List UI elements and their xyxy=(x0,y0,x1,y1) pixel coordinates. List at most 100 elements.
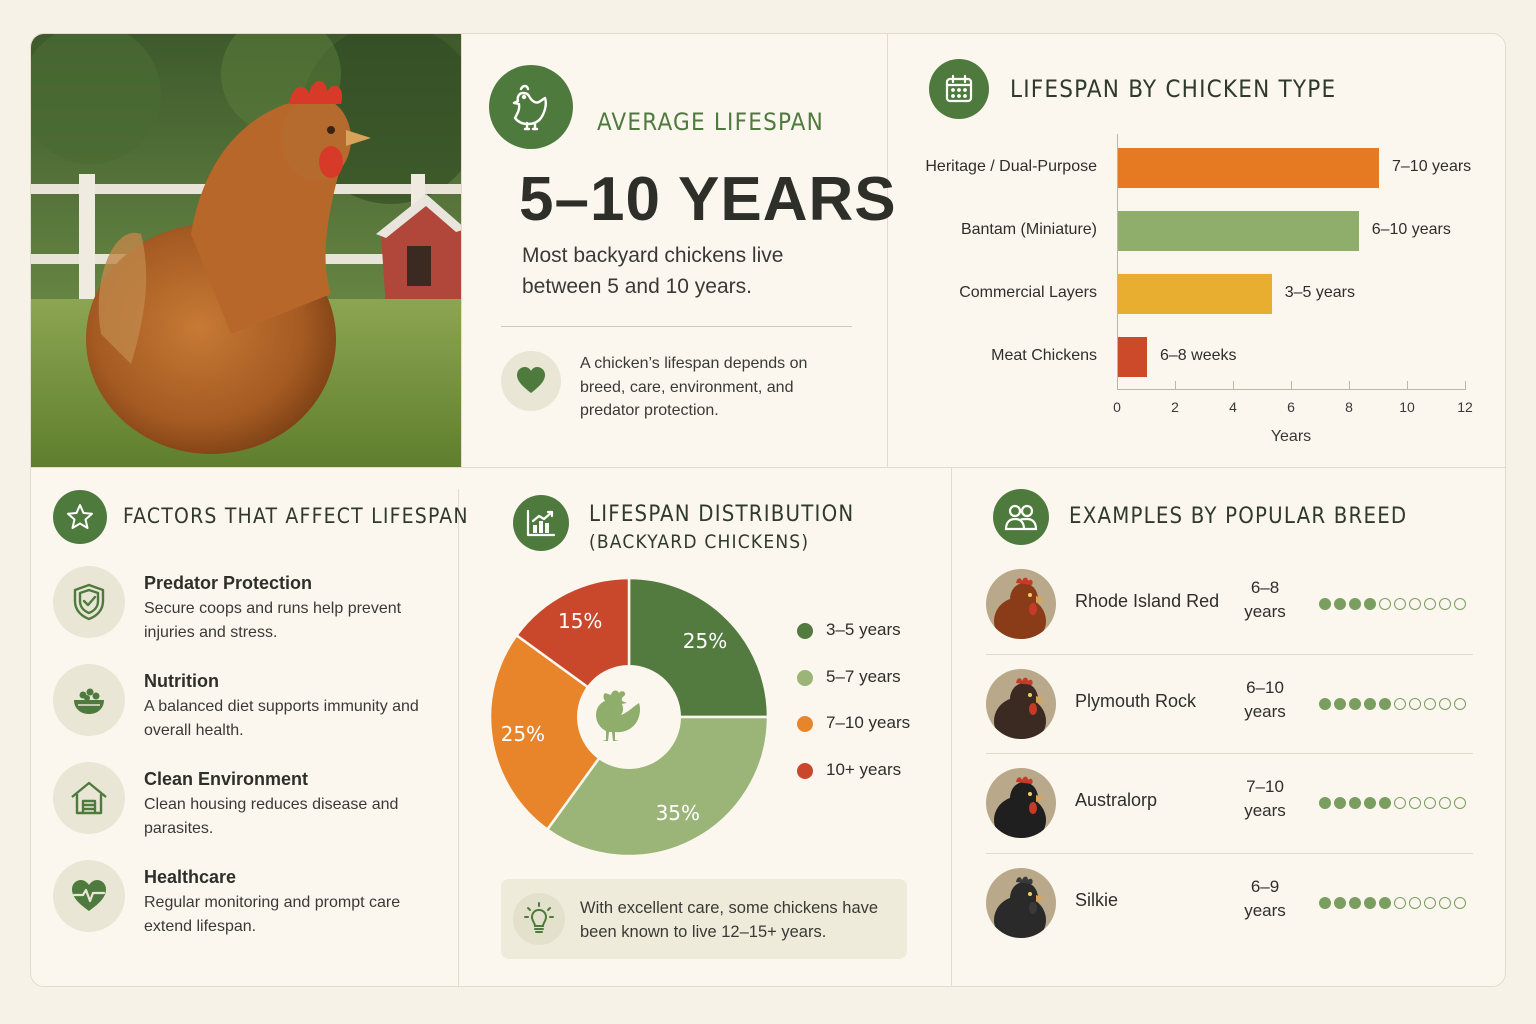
rating-dot xyxy=(1364,598,1376,610)
pie-slice-label: 25% xyxy=(501,722,545,746)
bar-value-label: 3–5 years xyxy=(1284,284,1355,301)
rating-dot xyxy=(1319,896,1331,909)
bar xyxy=(1118,274,1272,314)
rating-dot xyxy=(1364,896,1376,909)
bar-category-label: Meat Chickens xyxy=(991,347,1097,364)
breed-name: Australorp xyxy=(1075,790,1158,810)
rating-dot xyxy=(1409,896,1421,909)
rating-dot xyxy=(1379,697,1391,710)
bar xyxy=(1118,337,1147,377)
breed-divider xyxy=(986,852,1473,854)
divider xyxy=(461,34,462,467)
chart-icon xyxy=(513,495,569,551)
rating-dot xyxy=(1379,598,1391,610)
breed-photo xyxy=(986,768,1056,838)
rating-dot xyxy=(1334,896,1346,909)
rating-dot xyxy=(1349,797,1361,809)
rating-dot xyxy=(1394,797,1406,809)
heart-pulse-icon xyxy=(53,860,125,932)
x-tick-label: 2 xyxy=(1171,399,1179,415)
breed-divider xyxy=(986,753,1473,754)
rating-dot xyxy=(1334,797,1346,809)
pie-chart-svg: 25% 35% 25% 15% xyxy=(488,576,770,858)
bar-value-label: 6–10 years xyxy=(1371,221,1451,238)
rating-dot xyxy=(1409,697,1421,710)
rating-dot xyxy=(1319,697,1331,710)
rating-dot xyxy=(1349,896,1361,909)
rating-dot xyxy=(1394,896,1406,909)
x-tick-mark xyxy=(1349,381,1350,389)
rating-dot xyxy=(1439,697,1451,710)
rating-dot xyxy=(1454,797,1466,809)
pie-slice-label: 25% xyxy=(683,629,727,653)
chicken-icon xyxy=(489,65,573,149)
house-icon xyxy=(53,762,125,834)
factors-heading: FACTORS THAT AFFECT LIFESPAN xyxy=(123,504,469,528)
x-tick-mark xyxy=(1291,381,1292,389)
legend-swatch xyxy=(797,623,813,639)
breed-years: 6–8 years xyxy=(1244,578,1286,621)
tip-box: With excellent care, some chickens have … xyxy=(501,879,907,959)
factor-text: Clean housing reduces disease and parasi… xyxy=(144,796,399,837)
breed-years: 7–10 years xyxy=(1244,777,1286,820)
x-tick-mark xyxy=(1117,381,1118,389)
calendar-icon xyxy=(929,59,989,119)
factor-title: Predator Protection xyxy=(144,573,313,593)
lightbulb-icon xyxy=(513,893,565,945)
breed-name: Plymouth Rock xyxy=(1075,690,1197,711)
breed-name: Silkie xyxy=(1075,889,1119,910)
rating-dot xyxy=(1454,697,1466,710)
legend-label: 10+ years xyxy=(826,759,902,779)
breed-photo xyxy=(986,668,1056,739)
breed-rating xyxy=(1319,896,1466,909)
distribution-subheading: (BACKYARD CHICKENS) xyxy=(589,531,810,553)
bar-chart-baseline xyxy=(1117,389,1466,390)
chicken-silhouette-icon xyxy=(596,690,640,741)
distribution-heading: LIFESPAN DISTRIBUTION xyxy=(589,502,855,527)
divider xyxy=(458,489,459,986)
average-note: A chicken’s lifespan depends on breed, c… xyxy=(580,355,808,419)
star-icon xyxy=(53,490,107,544)
shield-icon xyxy=(53,566,125,638)
rating-dot xyxy=(1334,598,1346,610)
x-tick-label: 6 xyxy=(1287,399,1295,415)
rating-dot xyxy=(1409,797,1421,809)
x-tick-label: 0 xyxy=(1113,399,1121,415)
pie-slice-label: 15% xyxy=(558,609,602,633)
factor-text: A balanced diet supports immunity and ov… xyxy=(144,698,419,739)
rating-dot xyxy=(1454,896,1466,909)
factor-text: Regular monitoring and prompt care exten… xyxy=(144,894,401,935)
bar-value-label: 6–8 weeks xyxy=(1160,347,1237,364)
breed-rating xyxy=(1319,797,1466,809)
bar-category-label: Bantam (Miniature) xyxy=(960,221,1097,238)
rating-dot xyxy=(1379,896,1391,909)
legend-swatch xyxy=(797,669,813,686)
divider xyxy=(31,467,1505,468)
x-tick-mark xyxy=(1407,381,1408,389)
divider xyxy=(887,34,888,467)
food-bowl-icon xyxy=(53,664,125,736)
divider xyxy=(501,326,852,327)
rating-dot xyxy=(1334,697,1346,710)
breed-rating xyxy=(1319,697,1466,710)
infographic-card: AVERAGE LIFESPAN 5–10 YEARS Most backyar… xyxy=(30,33,1506,987)
x-tick-label: 12 xyxy=(1457,399,1473,415)
breed-divider xyxy=(986,653,1473,655)
breed-photo xyxy=(986,569,1056,639)
chicken-photo xyxy=(31,34,461,467)
factor-title: Healthcare xyxy=(144,867,237,887)
legend-label: 3–5 years xyxy=(826,620,901,639)
rating-dot xyxy=(1319,598,1331,610)
bar xyxy=(1118,211,1359,251)
rating-dot xyxy=(1439,896,1451,909)
factor-title: Clean Environment xyxy=(144,769,309,789)
rating-dot xyxy=(1409,598,1421,610)
breeds-heading: EXAMPLES BY POPULAR BREED xyxy=(1069,504,1408,529)
x-tick-label: 10 xyxy=(1399,399,1415,415)
rating-dot xyxy=(1364,697,1376,710)
type-chart-heading: LIFESPAN BY CHICKEN TYPE xyxy=(1010,75,1337,103)
rating-dot xyxy=(1349,697,1361,710)
rating-dot xyxy=(1364,797,1376,809)
factor-text: Secure coops and runs help prevent injur… xyxy=(144,600,402,641)
breed-name: Rhode Island Red xyxy=(1075,591,1220,611)
